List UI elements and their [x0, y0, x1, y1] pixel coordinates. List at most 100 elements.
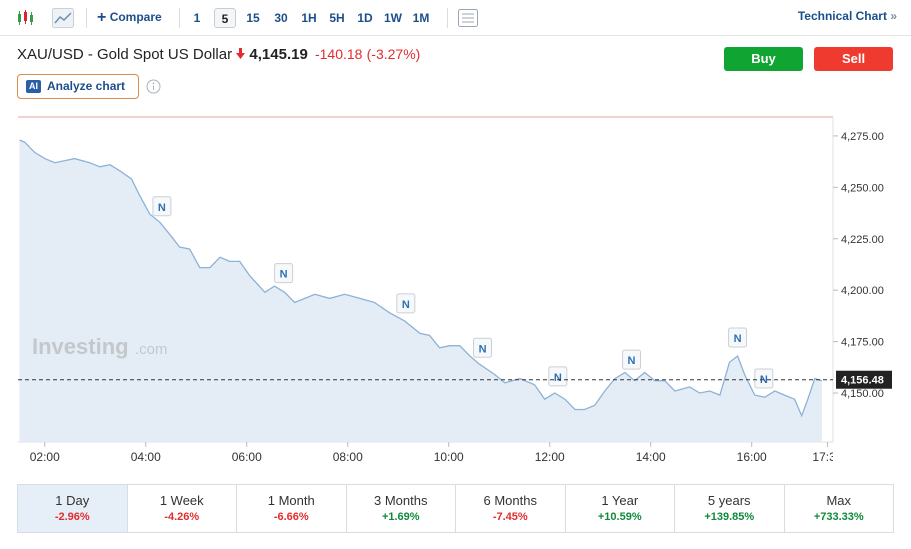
period-change: -6.66% — [273, 511, 309, 523]
period-cell[interactable]: 5 years +139.85% — [675, 485, 785, 532]
news-marker-label: N — [402, 299, 410, 311]
news-marker-box — [622, 349, 642, 370]
news-marker-box — [548, 366, 568, 387]
x-labels: 02:00 04:00 06:00 08:00 10:00 12:00 14:00 16:00… — [30, 450, 842, 464]
news-marker[interactable]: N — [622, 349, 642, 370]
period-label: Max — [826, 493, 852, 508]
compare-button[interactable]: + Compare — [97, 9, 162, 26]
y-tick-label: 4,275.00 — [841, 131, 884, 143]
news-marker[interactable]: N — [473, 337, 493, 358]
instrument-header: XAU/USD - Gold Spot US Dollar 4,145.19 -… — [17, 46, 420, 63]
table-icon[interactable] — [458, 9, 478, 27]
ai-badge: AI — [26, 80, 41, 93]
compare-label: Compare — [109, 10, 162, 24]
technical-chart-label: Technical Chart — [797, 9, 887, 23]
area-icon[interactable] — [52, 8, 74, 28]
interval-button[interactable]: 1H — [301, 11, 317, 25]
interval-button[interactable]: 5H — [329, 11, 345, 25]
y-tick-label: 4,200.00 — [841, 285, 884, 297]
sell-button[interactable]: Sell — [814, 47, 893, 71]
watermark-suffix: .com — [135, 341, 168, 358]
period-label: 1 Day — [55, 493, 90, 508]
news-marker-label: N — [158, 202, 166, 214]
news-marker-label: N — [280, 269, 288, 281]
interval-button[interactable]: 1D — [357, 11, 373, 25]
period-label: 5 years — [707, 493, 751, 508]
interval-button[interactable]: 5 — [214, 8, 236, 28]
plot — [19, 139, 823, 442]
period-change: -2.96% — [54, 511, 90, 523]
down-arrow — [236, 48, 246, 59]
period-change: -7.45% — [492, 511, 528, 523]
x-tick-label: 10:00 — [434, 450, 464, 464]
price-change: -140.18 — [314, 46, 363, 62]
x-tick-label: 04:00 — [131, 450, 161, 464]
period-cell[interactable]: 1 Month -6.66% — [237, 485, 347, 532]
period-label: 1 Month — [267, 493, 315, 508]
analyze-button[interactable]: AI Analyze chart — [17, 74, 139, 99]
news-marker-box — [152, 196, 172, 217]
interval-button[interactable]: 15 — [246, 11, 260, 25]
y-tick-label: 4,175.00 — [841, 337, 884, 349]
interval-button[interactable]: 30 — [274, 11, 288, 25]
x-tick-label: 12:00 — [535, 450, 565, 464]
analyze-label: Analyze chart — [47, 79, 126, 93]
period-cell[interactable]: 1 Day -2.96% — [18, 485, 128, 532]
period-cell[interactable]: Max +733.33% — [785, 485, 894, 532]
interval-button[interactable]: 1M — [412, 11, 430, 25]
separator — [447, 8, 448, 28]
y-tick-label: 4,250.00 — [841, 182, 884, 194]
news-marker[interactable]: N — [548, 366, 568, 387]
period-change: -4.26% — [164, 511, 200, 523]
x-tick-label: 06:00 — [232, 450, 262, 464]
period-change: +1.69% — [381, 511, 420, 523]
watermark: Investing — [32, 334, 129, 359]
last-price: 4,145.19 — [249, 46, 308, 63]
interval-button[interactable]: 1 — [193, 11, 201, 25]
y-tick-label: 4,225.00 — [841, 234, 884, 246]
news-marker-box — [274, 263, 294, 284]
period-change: +139.85% — [704, 511, 755, 523]
separator — [179, 8, 180, 28]
news-marker-label: N — [479, 343, 487, 355]
news-marker[interactable]: N — [728, 327, 748, 348]
area — [19, 140, 822, 442]
period-cell[interactable]: 1 Week -4.26% — [128, 485, 237, 532]
info-icon[interactable] — [146, 79, 161, 94]
news-marker-box — [473, 337, 493, 358]
period-cell[interactable]: 6 Months -7.45% — [456, 485, 566, 532]
buy-button[interactable]: Buy — [724, 47, 803, 71]
period-label: 6 Months — [483, 493, 537, 508]
period-change: +10.59% — [597, 511, 642, 523]
period-change: +733.33% — [813, 511, 864, 523]
period-cell[interactable]: 1 Year +10.59% — [566, 485, 675, 532]
price-change-percent: (-3.27%) — [366, 46, 421, 62]
x-tick-label: 08:00 — [333, 450, 363, 464]
news-marker-box — [754, 368, 774, 389]
news-marker[interactable]: N — [274, 263, 294, 284]
y-tick-label: 4,150.00 — [841, 388, 884, 400]
news-marker[interactable]: N — [754, 368, 774, 389]
current-price-box — [836, 370, 892, 389]
interval-button[interactable]: 1W — [384, 11, 402, 25]
period-label: 1 Week — [159, 493, 204, 508]
current-price-label: 4,156.48 — [841, 375, 884, 387]
x-tick-label: 02:00 — [30, 450, 60, 464]
x-tick-label: 17:30 — [812, 450, 842, 464]
x-tick-label: 16:00 — [737, 450, 767, 464]
technical-chart-link[interactable]: Technical Chart » — [797, 9, 897, 23]
news-marker-label: N — [628, 355, 636, 367]
news-marker[interactable]: N — [396, 293, 416, 314]
period-table: 1 Day -2.96% 1 Week -4.26% 1 Month -6.66% 3 Mo… — [17, 484, 894, 533]
news-marker-box — [728, 327, 748, 348]
toolbar: + Compare 1 5 15 30 1H 5H 1D 1W 1M Technical Cha… — [0, 0, 911, 36]
news-marker[interactable]: N — [152, 196, 172, 217]
x-tick-label: 14:00 — [636, 450, 666, 464]
news-marker-label: N — [554, 372, 562, 384]
candles-icon[interactable] — [16, 9, 36, 27]
news-marker-label: N — [734, 333, 742, 345]
period-cell[interactable]: 3 Months +1.69% — [347, 485, 456, 532]
instrument-name: XAU/USD - Gold Spot US Dollar — [17, 46, 233, 63]
